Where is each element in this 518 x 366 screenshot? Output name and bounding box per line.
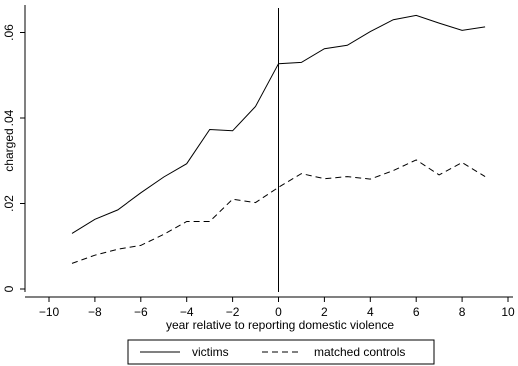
- x-tick-label: −4: [180, 305, 194, 319]
- y-tick-label: .06: [2, 24, 16, 41]
- x-tick-label: −6: [134, 305, 148, 319]
- x-tick-label: 4: [367, 305, 374, 319]
- legend-label-matched-controls: matched controls: [314, 345, 405, 359]
- series-line-victims: [71, 14, 486, 234]
- y-tick-label: .02: [2, 195, 16, 212]
- x-tick-label: 0: [275, 305, 282, 319]
- series-lines: [71, 14, 486, 264]
- y-axis-title: charged: [2, 128, 16, 171]
- x-tick-label: 2: [321, 305, 328, 319]
- legend: victims matched controls: [127, 339, 435, 365]
- x-axis-ticks: −10 −8 −6 −4 −2 0 2 4 6 8 10: [39, 297, 515, 319]
- x-tick-label: 8: [459, 305, 466, 319]
- x-axis-title: year relative to reporting domestic viol…: [166, 318, 394, 332]
- x-tick-label: 10: [501, 305, 515, 319]
- y-tick-label: .04: [2, 109, 16, 126]
- x-tick-label: −8: [88, 305, 102, 319]
- x-tick-label: 6: [413, 305, 420, 319]
- series-line-matched-controls: [71, 159, 486, 264]
- x-tick-label: −10: [39, 305, 60, 319]
- legend-label-victims: victims: [192, 345, 229, 359]
- y-axis-ticks: 0 .02 .04 .06: [2, 24, 25, 292]
- y-tick-label: 0: [2, 285, 16, 292]
- x-tick-label: −2: [226, 305, 240, 319]
